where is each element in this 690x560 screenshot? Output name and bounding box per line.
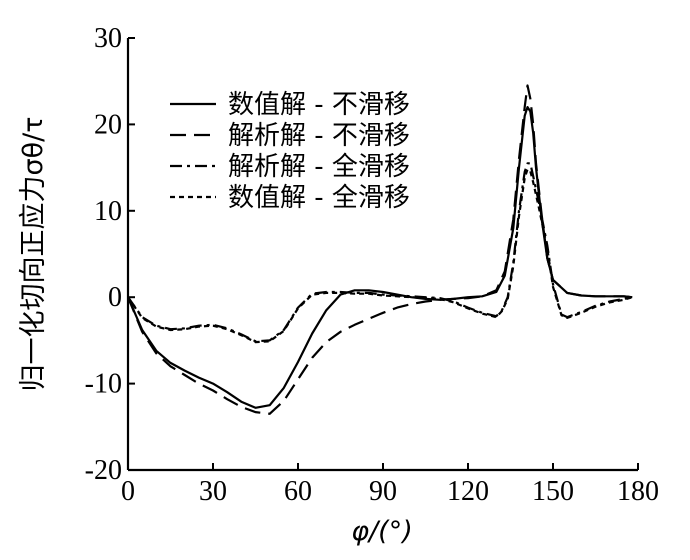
x-tick-label: 150 [532,476,574,507]
x-tick-label: 60 [284,476,312,507]
tick-labels: 0 30 60 90 120 150 180 -20 -10 0 10 20 30 [85,23,659,507]
x-tick-label: 180 [617,476,659,507]
y-tick-label: 30 [94,23,122,54]
x-tick-label: 90 [369,476,397,507]
legend-label-2: 解析解 - 不滑移 [228,121,410,151]
series-lines [126,84,633,415]
y-tick-label: -20 [85,455,122,486]
legend-label-3: 解析解 - 全滑移 [228,152,410,182]
x-tick-label: 120 [447,476,489,507]
y-tick-label: -10 [85,369,122,400]
y-tick-label: 10 [94,196,122,227]
legend-label-1: 数值解 - 不滑移 [228,90,410,120]
series-line-2 [126,84,633,415]
legend-label-4: 数值解 - 全滑移 [228,183,410,213]
y-axis-label: 归一化切向正应力σθ/τ [18,117,49,392]
x-axis-label: φ/(°) [351,516,412,547]
x-tick-label: 0 [121,476,135,507]
x-tick-label: 30 [199,476,227,507]
y-tick-label: 0 [108,282,122,313]
y-tick-label: 20 [94,109,122,140]
series-line-4 [127,168,633,344]
